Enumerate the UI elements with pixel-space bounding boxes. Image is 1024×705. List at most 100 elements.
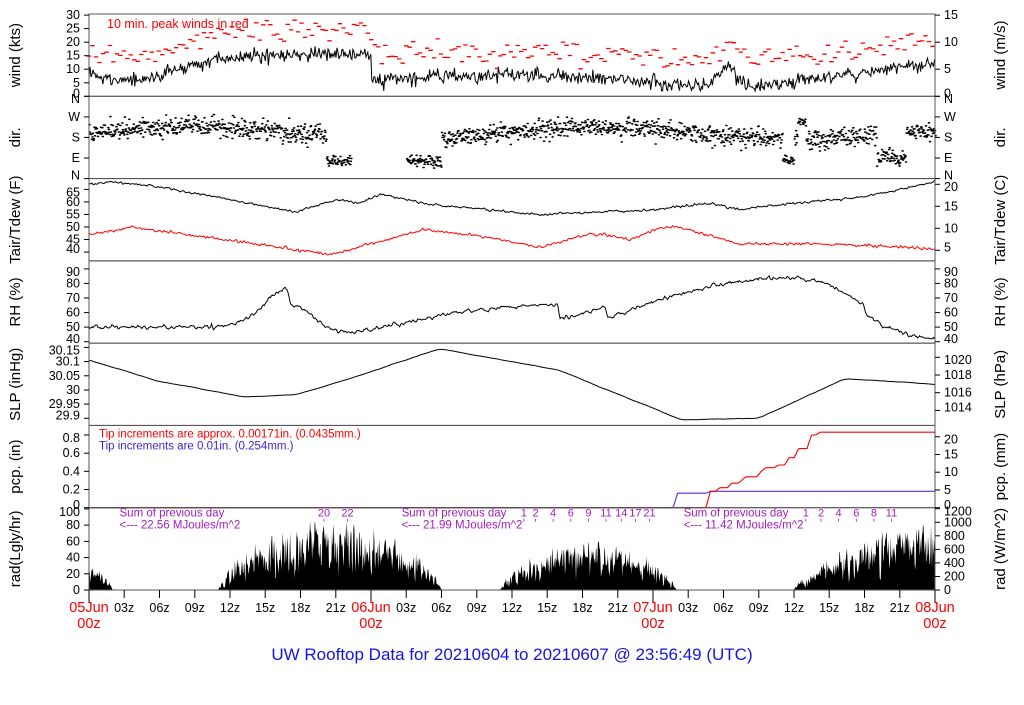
svg-text:25: 25 (66, 22, 80, 36)
svg-text:50: 50 (944, 320, 958, 334)
svg-text:W: W (944, 110, 956, 124)
svg-text:5: 5 (944, 483, 951, 497)
svg-text:22: 22 (341, 508, 353, 520)
svg-text:00z: 00z (359, 616, 382, 632)
svg-text:wind (kts): wind (kts) (7, 23, 24, 88)
svg-text:5: 5 (73, 76, 80, 90)
svg-text:Tip increments are approx. 0.0: Tip increments are approx. 0.00171in. (0… (99, 428, 361, 440)
svg-text:800: 800 (944, 529, 965, 543)
svg-text:14: 14 (615, 508, 627, 520)
svg-text:11: 11 (600, 508, 611, 520)
svg-text:0: 0 (944, 583, 951, 597)
svg-text:S: S (944, 130, 952, 144)
svg-text:0: 0 (73, 583, 80, 597)
svg-text:17: 17 (629, 508, 641, 520)
svg-text:dir.: dir. (992, 127, 1009, 147)
svg-text:N: N (944, 169, 953, 183)
svg-text:0.2: 0.2 (63, 483, 80, 497)
svg-text:UW Rooftop Data for 20210604: UW Rooftop Data for 20210604 to 20210607… (271, 645, 752, 664)
svg-text:90: 90 (66, 265, 80, 279)
svg-text:03z: 03z (678, 601, 698, 615)
svg-text:E: E (72, 151, 80, 165)
svg-text:60: 60 (66, 534, 80, 548)
svg-text:15: 15 (944, 448, 958, 462)
svg-text:12z: 12z (784, 601, 804, 615)
svg-text:N: N (944, 92, 953, 106)
svg-text:<--- 22.56 MJoules/m^2: <--- 22.56 MJoules/m^2 (120, 520, 241, 532)
svg-text:600: 600 (944, 542, 965, 556)
svg-text:20: 20 (66, 567, 80, 581)
svg-text:50: 50 (66, 320, 80, 334)
svg-text:E: E (944, 151, 952, 165)
svg-text:10 min. peak winds in red: 10 min. peak winds in red (107, 17, 249, 31)
svg-text:06z: 06z (431, 601, 451, 615)
svg-text:8: 8 (871, 508, 877, 520)
svg-text:S: S (72, 130, 80, 144)
svg-text:Tip increments are 0.01in. (0.: Tip increments are 0.01in. (0.254mm.) (99, 440, 294, 452)
svg-text:09z: 09z (749, 601, 769, 615)
svg-text:9: 9 (585, 508, 591, 520)
svg-text:15z: 15z (255, 601, 275, 615)
svg-text:60: 60 (944, 306, 958, 320)
svg-text:00z: 00z (923, 616, 946, 632)
svg-text:20: 20 (66, 35, 80, 49)
svg-text:00z: 00z (77, 616, 100, 632)
svg-text:SLP (inHg): SLP (inHg) (7, 348, 24, 421)
svg-text:00z: 00z (641, 616, 664, 632)
svg-text:1020: 1020 (944, 353, 972, 367)
svg-text:<--- 21.99 MJoules/m^2: <--- 21.99 MJoules/m^2 (402, 520, 523, 532)
svg-text:wind (m/s): wind (m/s) (992, 21, 1009, 91)
svg-text:5: 5 (944, 240, 951, 254)
svg-text:1014: 1014 (944, 401, 972, 415)
svg-text:20: 20 (318, 508, 330, 520)
svg-text:09z: 09z (467, 601, 487, 615)
svg-text:10: 10 (66, 62, 80, 76)
svg-text:SLP (hPa): SLP (hPa) (992, 350, 1009, 419)
svg-text:70: 70 (944, 291, 958, 305)
svg-text:65: 65 (66, 185, 80, 199)
svg-text:0.8: 0.8 (63, 431, 80, 445)
svg-text:12z: 12z (502, 601, 522, 615)
svg-text:30: 30 (66, 8, 80, 22)
svg-text:6: 6 (853, 508, 859, 520)
svg-text:06Jun: 06Jun (351, 600, 391, 616)
svg-text:15z: 15z (819, 601, 839, 615)
svg-text:N: N (71, 169, 80, 183)
svg-text:30.15: 30.15 (49, 343, 80, 357)
svg-text:55: 55 (66, 207, 80, 221)
svg-text:4: 4 (550, 508, 556, 520)
svg-text:0.6: 0.6 (63, 446, 80, 460)
svg-text:45: 45 (66, 233, 80, 247)
svg-text:1200: 1200 (944, 505, 972, 519)
svg-text:18z: 18z (854, 601, 874, 615)
svg-text:15z: 15z (537, 601, 557, 615)
svg-text:6: 6 (568, 508, 574, 520)
svg-text:2: 2 (818, 508, 824, 520)
svg-text:18z: 18z (572, 601, 592, 615)
svg-text:11: 11 (886, 508, 897, 520)
svg-text:05Jun: 05Jun (69, 600, 109, 616)
svg-text:4: 4 (836, 508, 842, 520)
svg-text:03z: 03z (114, 601, 134, 615)
svg-text:N: N (71, 92, 80, 106)
svg-text:21: 21 (643, 508, 655, 520)
svg-text:60: 60 (66, 306, 80, 320)
svg-text:5: 5 (944, 62, 951, 76)
svg-text:1: 1 (521, 508, 527, 520)
svg-text:2: 2 (532, 508, 538, 520)
svg-text:200: 200 (944, 570, 965, 584)
svg-text:pcp. (mm): pcp. (mm) (992, 433, 1009, 501)
svg-text:30: 30 (66, 383, 80, 397)
svg-text:06z: 06z (713, 601, 733, 615)
svg-text:80: 80 (66, 518, 80, 532)
svg-text:29.95: 29.95 (49, 397, 80, 411)
svg-text:100: 100 (59, 505, 80, 519)
svg-text:Sum of previous day: Sum of previous day (402, 508, 507, 520)
svg-text:20: 20 (944, 433, 958, 447)
svg-text:15: 15 (944, 8, 958, 22)
svg-text:400: 400 (944, 556, 965, 570)
svg-text:70: 70 (66, 291, 80, 305)
svg-text:30.05: 30.05 (49, 369, 80, 383)
svg-text:12z: 12z (220, 601, 240, 615)
svg-text:09z: 09z (185, 601, 205, 615)
